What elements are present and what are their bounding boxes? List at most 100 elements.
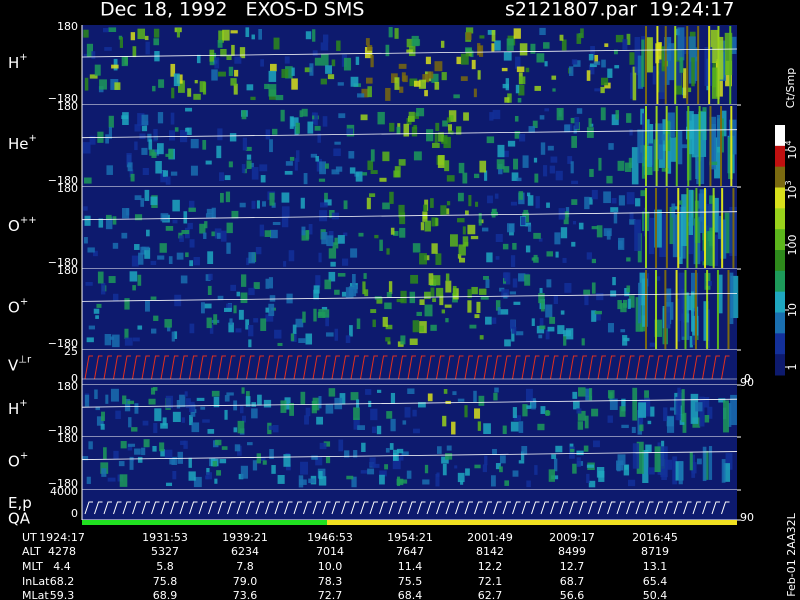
texture-cell (618, 195, 625, 206)
panel-label: O+ (8, 297, 28, 317)
texture-cell (249, 162, 254, 168)
texture-cell (105, 134, 109, 144)
texture-cell (678, 461, 683, 485)
texture-cell (218, 71, 226, 77)
texture-cell (224, 175, 231, 181)
table-cell: 7.8 (236, 560, 254, 573)
texture-cell (412, 320, 419, 333)
panel-label-base: O (8, 452, 20, 470)
colorbar-segment (775, 145, 785, 168)
texture-cell (400, 335, 406, 345)
texture-cell (137, 274, 142, 286)
texture-cell (341, 258, 349, 266)
texture-cell (660, 446, 668, 478)
texture-cell (216, 232, 221, 239)
table-cell: 10.0 (318, 560, 343, 573)
texture-cell (214, 478, 218, 484)
texture-cell (322, 116, 328, 127)
texture-cell (493, 392, 498, 401)
texture-cell (567, 156, 573, 164)
texture-cell (119, 37, 124, 48)
texture-cell (260, 318, 267, 331)
texture-cell (105, 216, 113, 230)
texture-cell (205, 213, 214, 218)
table-cell: 8719 (641, 545, 669, 558)
texture-cell (398, 63, 407, 69)
texture-cell (479, 335, 484, 340)
texture-cell (211, 390, 220, 397)
texture-cell (188, 471, 196, 481)
texture-cell (470, 50, 474, 58)
texture-cell (189, 260, 194, 267)
texture-cell (506, 223, 515, 233)
texture-cell (422, 211, 428, 222)
panel-label: O++ (8, 215, 37, 235)
texture-cell (165, 395, 173, 409)
texture-cell (332, 242, 339, 249)
texture-cell (343, 200, 348, 210)
texture-cell (153, 128, 158, 142)
texture-cell (272, 128, 278, 135)
texture-cell (181, 229, 190, 235)
texture-cell (337, 82, 344, 86)
table-cell: 8499 (558, 545, 586, 558)
texture-cell (289, 156, 295, 161)
texture-cell (495, 256, 500, 260)
texture-cell (131, 255, 139, 267)
texture-cell (462, 172, 468, 184)
texture-cell (160, 423, 168, 429)
texture-cell (721, 459, 726, 483)
texture-cell (525, 67, 530, 73)
texture-cell (465, 210, 469, 215)
texture-stripe (645, 106, 647, 186)
texture-cell (718, 398, 726, 403)
texture-cell (180, 440, 186, 446)
texture-cell (313, 289, 319, 300)
texture-cell (608, 143, 614, 150)
colorbar-segment (775, 333, 785, 355)
texture-cell (533, 157, 538, 163)
texture-cell (452, 391, 457, 396)
texture-cell (637, 55, 644, 89)
texture-cell (205, 274, 211, 281)
texture-cell (441, 456, 449, 464)
texture-cell (457, 254, 462, 259)
colorbar-tick-base: 10 (786, 186, 799, 200)
texture-cell (517, 97, 522, 103)
texture-cell (206, 467, 210, 475)
axis-bottom-label: −180 (48, 337, 78, 350)
texture-cell (437, 155, 445, 168)
texture-cell (628, 479, 636, 487)
texture-cell (268, 425, 273, 430)
texture-cell (584, 295, 589, 306)
texture-cell (476, 301, 481, 314)
texture-cell (398, 159, 406, 166)
table-cell: 68.9 (153, 589, 178, 600)
texture-cell (196, 397, 205, 401)
texture-cell (600, 86, 605, 94)
texture-stripe (704, 188, 707, 268)
texture-cell (682, 68, 687, 99)
texture-cell (543, 165, 548, 177)
texture-cell (154, 408, 162, 422)
table-row-label: UT (22, 531, 37, 544)
texture-cell (152, 387, 158, 391)
texture-cell (518, 421, 524, 433)
texture-cell (462, 236, 469, 247)
texture-cell (435, 122, 440, 132)
texture-cell (272, 221, 281, 226)
texture-cell (138, 252, 144, 265)
texture-cell (234, 444, 241, 452)
texture-cell (497, 307, 501, 315)
texture-cell (325, 314, 330, 327)
texture-cell (402, 75, 408, 83)
texture-cell (638, 282, 642, 324)
texture-cell (193, 257, 200, 266)
texture-cell (144, 189, 150, 201)
texture-cell (211, 231, 217, 237)
texture-cell (142, 420, 149, 426)
texture-cell (96, 416, 104, 426)
texture-cell (217, 128, 223, 141)
texture-cell (283, 454, 291, 467)
texture-cell (168, 256, 173, 264)
